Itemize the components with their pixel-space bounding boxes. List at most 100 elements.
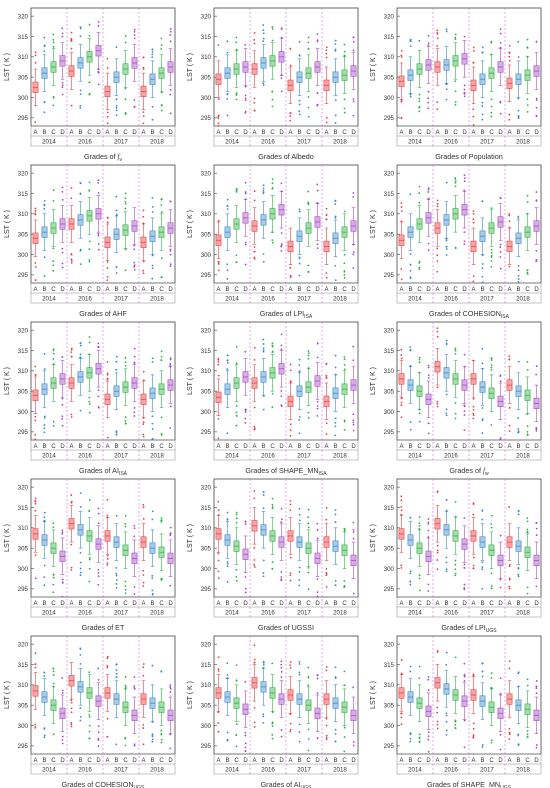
- outlier-point: [472, 734, 475, 736]
- outlier-point: [217, 509, 220, 511]
- outlier-point: [97, 389, 100, 392]
- y-tick-label: 310: [201, 682, 212, 689]
- outlier-point: [352, 40, 355, 43]
- y-tick-label: 315: [18, 505, 29, 512]
- outlier-point: [226, 269, 229, 272]
- grade-label: D: [534, 444, 539, 450]
- outlier-point: [160, 741, 163, 744]
- outlier-point: [133, 261, 136, 264]
- outlier-point: [253, 406, 256, 409]
- grade-label: C: [489, 130, 494, 136]
- outlier-point: [97, 583, 100, 586]
- outlier-point: [490, 739, 493, 742]
- outlier-point: [52, 45, 55, 48]
- grade-label: B: [480, 758, 484, 764]
- outlier-point: [445, 239, 448, 242]
- outlier-point: [160, 577, 163, 580]
- outlier-point: [427, 523, 430, 525]
- outlier-point: [334, 122, 337, 124]
- outlier-point: [133, 30, 136, 33]
- grade-label: A: [399, 758, 403, 764]
- outlier-point: [271, 182, 274, 185]
- y-tick-label: 320: [201, 13, 212, 20]
- outlier-point: [124, 523, 127, 525]
- y-tick-label: 300: [384, 723, 395, 730]
- x-axis-label: Grades of Population: [435, 152, 503, 161]
- grade-strip: [396, 439, 542, 461]
- grade-label: C: [123, 287, 128, 293]
- year-label: 2016: [261, 453, 275, 460]
- year-label: 2014: [42, 767, 56, 774]
- year-label: 2018: [333, 139, 347, 146]
- grade-label: A: [288, 601, 292, 607]
- outlier-point: [244, 734, 247, 737]
- outlier-point: [133, 593, 136, 595]
- y-tick-label: 315: [384, 662, 395, 669]
- y-tick-label: 320: [18, 13, 29, 20]
- outlier-point: [508, 118, 511, 121]
- outlier-point: [271, 342, 274, 345]
- grade-label: A: [471, 601, 475, 607]
- outlier-point: [124, 200, 127, 203]
- outlier-point: [271, 241, 274, 244]
- outlier-point: [418, 528, 421, 530]
- outlier-point: [427, 422, 430, 425]
- year-label: 2014: [225, 767, 239, 774]
- outlier-point: [43, 516, 46, 519]
- outlier-point: [289, 274, 292, 277]
- grade-label: C: [234, 130, 239, 136]
- grade-label: D: [279, 130, 284, 136]
- outlier-point: [316, 407, 319, 410]
- grade-label: B: [42, 601, 46, 607]
- y-tick-label: 310: [384, 211, 395, 218]
- grade-label: D: [279, 758, 284, 764]
- outlier-point: [436, 568, 439, 571]
- outlier-point: [217, 363, 220, 366]
- outlier-point: [79, 506, 82, 508]
- grade-label: D: [315, 130, 320, 136]
- y-tick-label: 295: [201, 429, 212, 436]
- outlier-point: [463, 404, 466, 407]
- outlier-point: [115, 195, 118, 198]
- outlier-point: [43, 564, 46, 567]
- x-axis-label: Grades of UGSSI: [258, 623, 314, 632]
- outlier-point: [115, 209, 118, 212]
- x-axis-label: Grades of Albedo: [258, 152, 314, 161]
- outlier-point: [151, 740, 154, 743]
- outlier-point: [472, 221, 475, 224]
- y-tick-label: 320: [18, 484, 29, 491]
- outlier-point: [262, 490, 265, 493]
- outlier-point: [289, 503, 292, 506]
- outlier-point: [61, 397, 64, 400]
- outlier-point: [316, 356, 319, 359]
- outlier-point: [52, 104, 55, 107]
- outlier-point: [142, 370, 145, 373]
- outlier-point: [61, 742, 64, 745]
- outlier-point: [43, 424, 46, 426]
- grade-label: A: [69, 130, 73, 136]
- grade-label: A: [399, 287, 403, 293]
- outlier-point: [262, 260, 265, 263]
- grade-label: C: [342, 758, 347, 764]
- outlier-point: [325, 207, 328, 210]
- outlier-point: [436, 203, 439, 205]
- outlier-point: [151, 574, 154, 577]
- outlier-point: [271, 507, 274, 510]
- outlier-point: [472, 567, 475, 570]
- outlier-point: [97, 83, 100, 86]
- outlier-point: [151, 438, 154, 441]
- outlier-point: [235, 36, 238, 39]
- outlier-point: [151, 510, 154, 513]
- outlier-point: [70, 723, 73, 726]
- outlier-point: [244, 742, 247, 745]
- outlier-point: [262, 408, 265, 411]
- outlier-point: [289, 47, 292, 50]
- outlier-point: [88, 558, 91, 561]
- y-tick-label: 320: [384, 484, 395, 491]
- outlier-point: [343, 530, 346, 532]
- outlier-point: [106, 564, 109, 566]
- outlier-point: [409, 193, 412, 196]
- outlier-point: [235, 41, 238, 44]
